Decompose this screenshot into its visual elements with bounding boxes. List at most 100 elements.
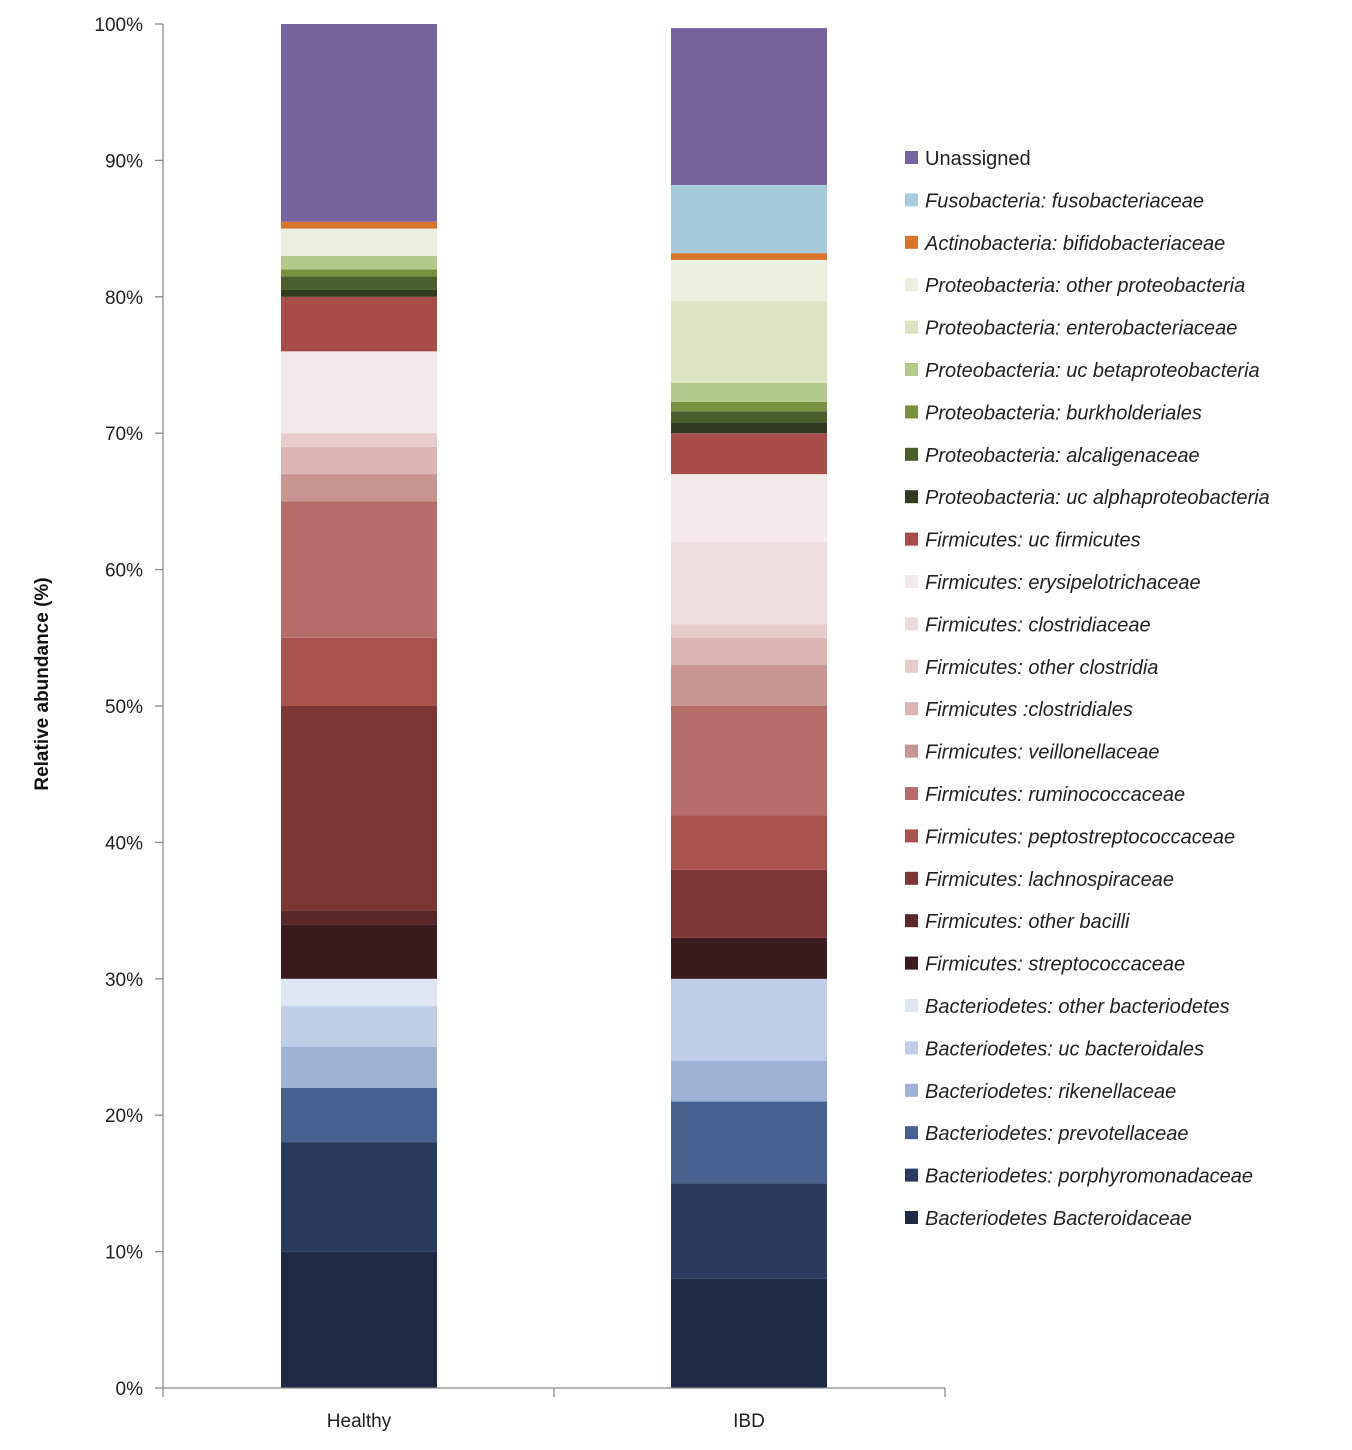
bar-segment (281, 910, 437, 925)
y-tick-label: 80% (105, 288, 143, 309)
bar-segment (281, 221, 437, 229)
legend-item: Firmicutes: lachnospiraceae (905, 869, 1174, 891)
legend-swatch (905, 363, 918, 376)
x-tick-label: Healthy (327, 1411, 392, 1432)
legend-item: Firmicutes: clostridiaceae (905, 614, 1151, 636)
legend-label: Fusobacteria: fusobacteriaceae (925, 190, 1204, 212)
y-tick-label: 50% (105, 697, 143, 718)
legend-label: Firmicutes: other bacilli (925, 911, 1130, 933)
bar-segment (281, 24, 437, 222)
legend-label: Firmicutes: uc firmicutes (925, 530, 1141, 552)
bar-segment (281, 474, 437, 502)
bar-segment (281, 924, 437, 979)
legend-swatch (905, 829, 918, 843)
legend-swatch (905, 744, 918, 758)
bar-segment (671, 28, 827, 185)
legend: Unassigned Fusobacteria: fusobacteriaceae… (905, 148, 1270, 1230)
legend-swatch (905, 490, 918, 504)
legend-item: Bacteriodetes: porphyromonadaceae (905, 1166, 1253, 1188)
legend-item: Proteobacteria: alcaligenaceae (905, 445, 1200, 467)
bar-segment (671, 1101, 827, 1184)
legend-label: Firmicutes :clostridiales (925, 699, 1133, 721)
bar-segment (281, 269, 437, 277)
bar-segment (671, 433, 827, 475)
bar-segment (671, 978, 827, 1061)
legend-swatch (905, 575, 918, 588)
bar-segment (671, 937, 827, 979)
legend-swatch (905, 914, 918, 928)
legend-label: Bacteriodetes: porphyromonadaceae (925, 1166, 1253, 1188)
legend-item: Firmicutes: uc firmicutes (905, 530, 1141, 552)
legend-swatch (905, 787, 918, 800)
legend-item: Bacteriodetes: other bacteriodetes (905, 996, 1230, 1018)
legend-item: Proteobacteria: burkholderiales (905, 402, 1202, 424)
legend-label: Bacteriodetes Bacteroidaceae (925, 1208, 1192, 1230)
legend-swatch (905, 999, 918, 1012)
bar-segment (671, 411, 827, 423)
legend-label: Firmicutes: lachnospiraceae (925, 869, 1174, 891)
bar-segment (281, 978, 437, 1007)
bar-segment (281, 1047, 437, 1088)
bar-segment (671, 869, 827, 938)
legend-label: Firmicutes: ruminococcaceae (925, 784, 1185, 806)
bar-segment (281, 296, 437, 352)
y-tick-label: 70% (105, 424, 143, 445)
bar-segment (281, 1087, 437, 1143)
legend-swatch (905, 956, 918, 970)
bar-segment (281, 1142, 437, 1252)
legend-label: Bacteriodetes: other bacteriodetes (925, 996, 1230, 1018)
legend-swatch (905, 193, 918, 207)
bar-segment (671, 422, 827, 434)
legend-item: Bacteriodetes: prevotellaceae (905, 1123, 1189, 1145)
axes-layer: 0% 10% 20% 30% 40% 50% 60% 70% 80% 90% 100% Healthy… (32, 15, 946, 1432)
legend-label: Firmicutes: streptococcaceae (925, 954, 1185, 976)
legend-item: Fusobacteria: fusobacteriaceae (905, 190, 1204, 212)
bars-layer (281, 24, 827, 1388)
bar-segment (671, 382, 827, 402)
bar-segment (671, 1183, 827, 1279)
bar-segment (281, 446, 437, 475)
y-axis-title: Relative abundance (%) (32, 577, 53, 790)
legend-swatch (905, 320, 918, 334)
x-tick-label: IBD (733, 1411, 765, 1432)
legend-swatch (905, 1211, 918, 1224)
legend-label: Actinobacteria: bifidobacteriaceae (924, 233, 1225, 255)
y-tick-label: 10% (105, 1243, 143, 1264)
bar-segment (671, 815, 827, 870)
legend-swatch (905, 1126, 918, 1140)
legend-swatch (905, 1041, 918, 1055)
legend-swatch (905, 871, 918, 885)
bar-segment (671, 1278, 827, 1388)
legend-swatch (905, 278, 918, 292)
bar-segment (671, 1060, 827, 1102)
y-tick-label: 60% (105, 561, 143, 582)
legend-label: Proteobacteria: uc betaproteobacteria (925, 360, 1260, 382)
bar-segment (671, 665, 827, 706)
bar-segment (671, 184, 827, 254)
bar-segment (671, 637, 827, 666)
legend-label: Firmicutes: peptostreptococcaceae (925, 826, 1235, 848)
legend-swatch (905, 235, 918, 249)
legend-label: Unassigned (925, 148, 1031, 170)
bar-segment (671, 706, 827, 816)
legend-label: Firmicutes: clostridiaceae (925, 614, 1151, 636)
legend-item: Proteobacteria: uc alphaproteobacteria (905, 487, 1270, 509)
bar-segment (281, 637, 437, 706)
legend-swatch (905, 659, 918, 673)
legend-item: Firmicutes: ruminococcaceae (905, 784, 1185, 806)
legend-label: Bacteriodetes: uc bacteroidales (925, 1038, 1204, 1060)
legend-item: Firmicutes: erysipelotrichaceae (905, 572, 1201, 594)
legend-swatch (905, 447, 918, 461)
legend-item: Proteobacteria: other proteobacteria (905, 275, 1245, 297)
legend-swatch (905, 532, 918, 546)
bar-segment (671, 300, 827, 383)
legend-label: Firmicutes: veillonellaceae (925, 742, 1160, 764)
bar-segment (281, 433, 437, 447)
legend-label: Proteobacteria: alcaligenaceae (925, 445, 1200, 467)
legend-label: Bacteriodetes: prevotellaceae (925, 1123, 1189, 1145)
bar-segment (281, 255, 437, 270)
y-tick-label: 0% (116, 1379, 144, 1400)
bar-segment (281, 289, 437, 297)
legend-item: Firmicutes: streptococcaceae (905, 954, 1185, 976)
